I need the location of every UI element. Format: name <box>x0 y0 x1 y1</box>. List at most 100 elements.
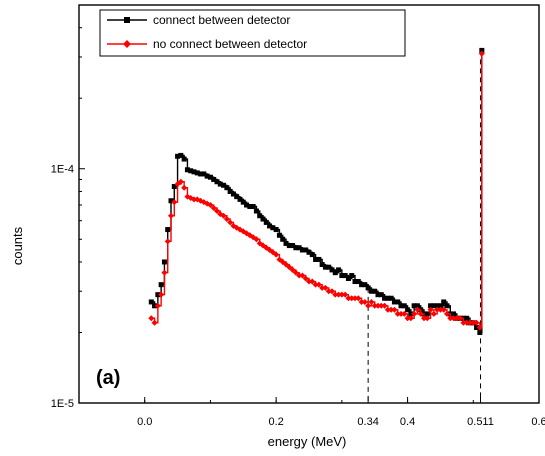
data-point <box>335 291 342 298</box>
data-point <box>394 310 401 317</box>
data-point <box>322 264 328 270</box>
data-point <box>352 295 358 302</box>
data-point <box>371 302 378 309</box>
data-point <box>293 245 299 251</box>
data-point <box>306 249 312 255</box>
data-point <box>223 216 230 223</box>
data-point <box>168 198 174 204</box>
data-point <box>345 295 352 302</box>
x-tick-label: 0.0 <box>137 416 152 428</box>
y-tick-label: 1E-5 <box>51 398 74 410</box>
data-point <box>181 184 188 191</box>
data-point <box>211 176 217 182</box>
data-point <box>378 302 385 309</box>
x-tick-label: 0.6 <box>531 416 545 428</box>
data-point <box>447 315 454 322</box>
data-point <box>430 310 437 317</box>
data-point <box>375 302 381 309</box>
data-point <box>154 302 161 309</box>
legend: connect between detector no connect betw… <box>99 9 406 57</box>
data-point <box>178 152 184 158</box>
x-tick-label: 0.34 <box>357 416 378 428</box>
data-point <box>292 269 299 276</box>
data-point <box>441 299 447 305</box>
data-point <box>214 179 220 185</box>
data-point <box>361 298 368 305</box>
data-point <box>368 298 375 305</box>
data-point <box>214 208 220 215</box>
data-point <box>388 295 394 301</box>
data-point <box>309 278 316 285</box>
data-point <box>191 196 197 203</box>
data-point <box>148 299 154 305</box>
marker-lines <box>367 50 482 403</box>
data-point <box>230 191 236 197</box>
data-point <box>217 181 223 187</box>
data-point <box>479 47 485 53</box>
data-point <box>234 194 240 200</box>
data-point <box>329 288 335 295</box>
x-axis-label: energy (MeV) <box>268 434 347 449</box>
y-tick-label: 1E-4 <box>51 164 74 176</box>
data-point <box>375 292 381 298</box>
data-point <box>411 310 418 317</box>
data-point <box>332 270 338 276</box>
data-point <box>345 275 351 281</box>
data-point <box>191 169 197 175</box>
data-point <box>359 282 365 288</box>
data-point <box>470 319 477 326</box>
data-point <box>411 303 417 309</box>
data-point <box>207 174 213 180</box>
data-point <box>338 291 345 298</box>
data-point <box>427 306 434 313</box>
data-point <box>299 272 306 279</box>
data-point <box>464 315 470 321</box>
data-point <box>276 232 282 238</box>
data-point <box>348 295 355 302</box>
data-point <box>220 212 227 219</box>
data-point <box>398 303 404 309</box>
data-point <box>227 219 234 226</box>
data-point <box>270 225 276 231</box>
data-point <box>467 319 473 326</box>
data-point <box>391 306 398 313</box>
data-point <box>401 303 407 309</box>
data-point <box>414 306 421 313</box>
data-point <box>440 306 447 313</box>
data-point <box>428 303 434 309</box>
data-point <box>165 227 171 233</box>
data-point <box>349 273 355 279</box>
data-point <box>184 167 190 173</box>
plot-frame <box>78 4 540 404</box>
data-point <box>326 264 332 270</box>
data-point <box>296 245 302 251</box>
data-point <box>424 315 431 322</box>
data-point <box>207 202 214 209</box>
data-point <box>401 310 408 317</box>
data-point <box>210 204 217 211</box>
y-axis-label: counts <box>10 226 25 265</box>
data-point <box>171 183 177 189</box>
data-point <box>257 213 263 219</box>
data-point <box>477 329 483 335</box>
data-point <box>168 212 174 219</box>
data-point <box>155 292 161 298</box>
data-point <box>404 315 411 322</box>
data-point <box>303 247 309 253</box>
data-point <box>478 50 485 57</box>
legend-label-no-connect: no connect between detector <box>153 37 307 51</box>
data-point <box>355 295 362 302</box>
data-point <box>421 315 427 322</box>
data-point <box>362 282 368 288</box>
data-point <box>158 282 164 288</box>
data-point <box>188 168 194 174</box>
data-point <box>201 171 207 177</box>
data-point <box>388 306 395 313</box>
data-point <box>148 315 155 322</box>
data-point <box>395 299 401 305</box>
data-point <box>463 319 470 326</box>
data-point <box>250 203 256 209</box>
data-point <box>283 240 289 246</box>
data-point <box>355 279 361 285</box>
data-point <box>316 256 322 262</box>
